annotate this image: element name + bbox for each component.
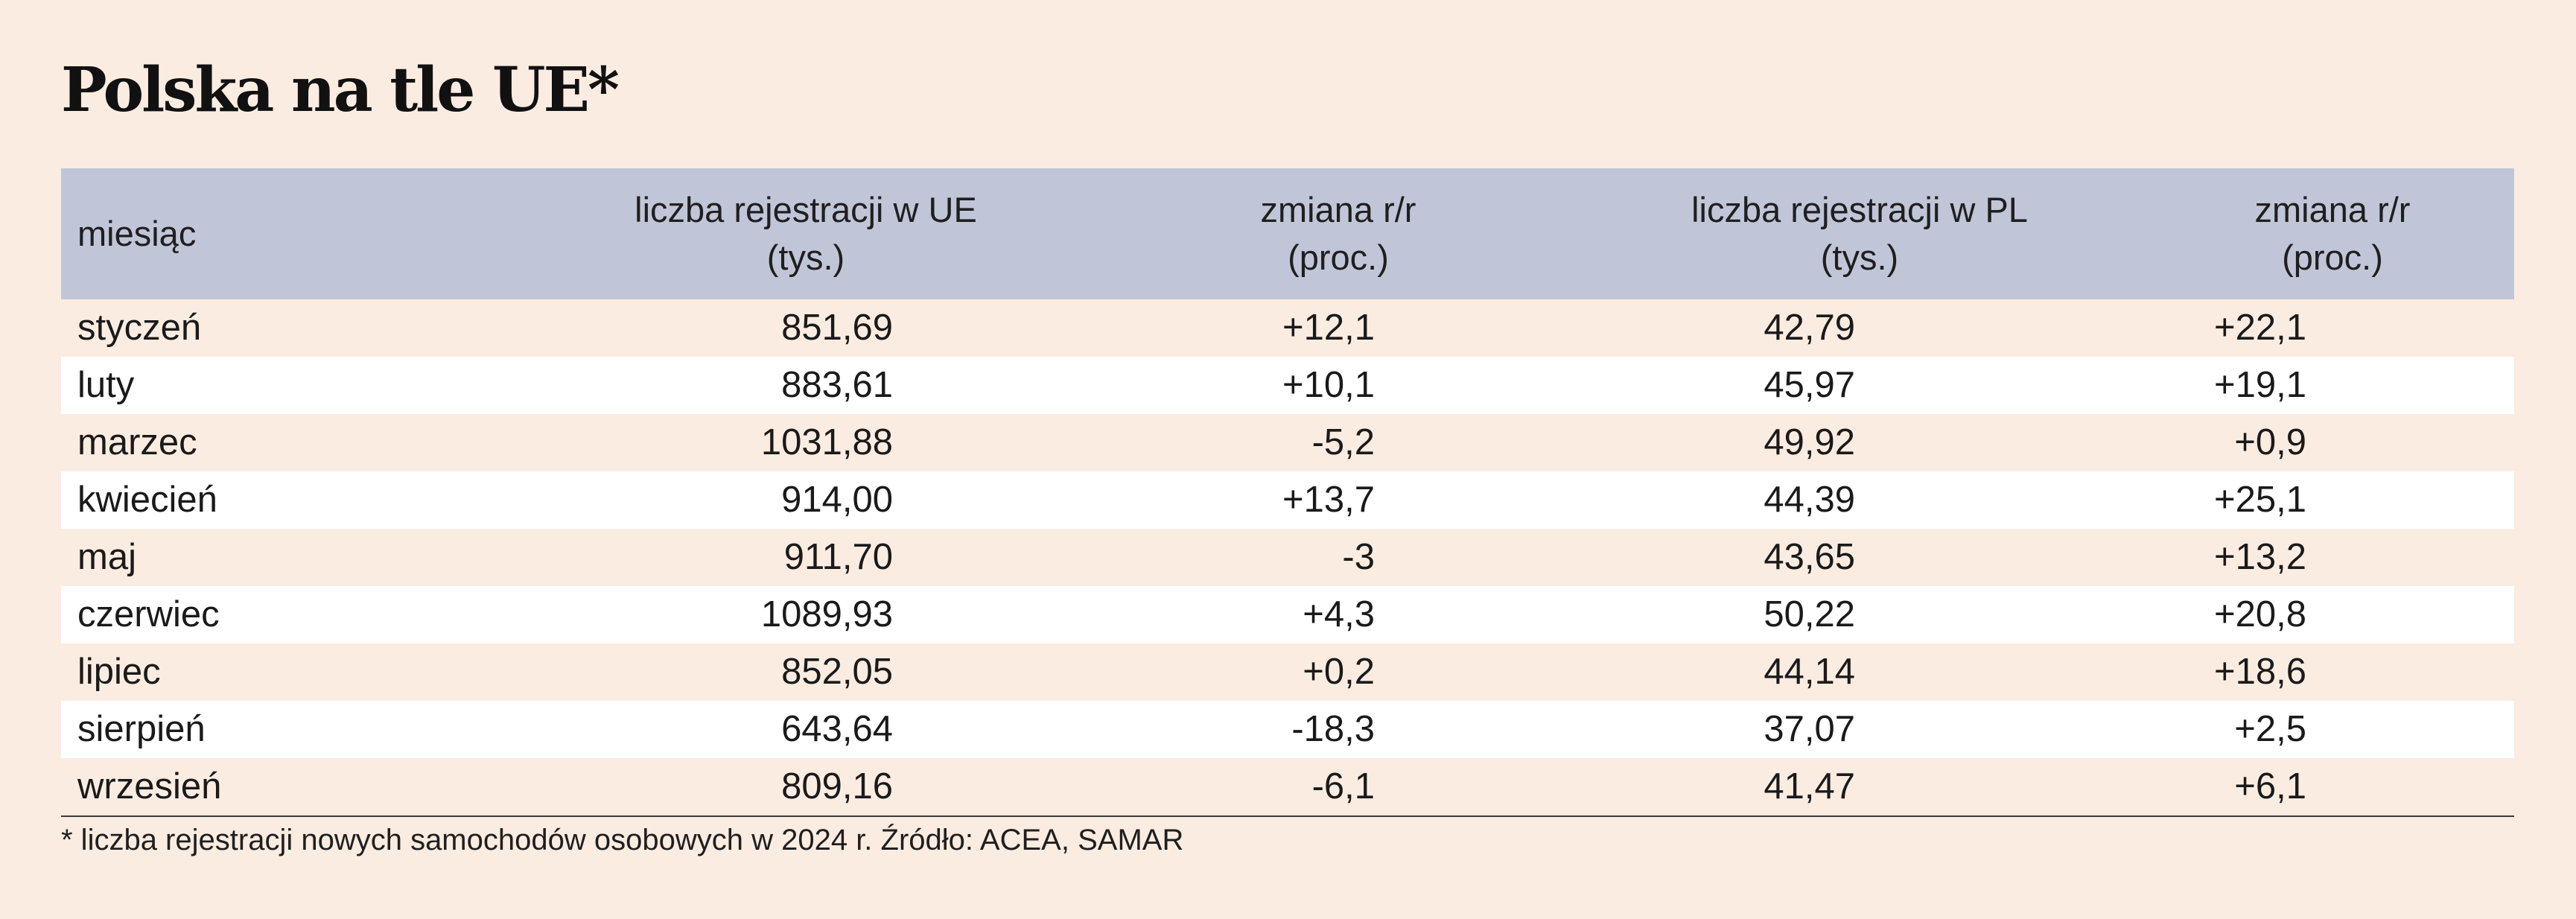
- cell-month: wrzesień: [77, 766, 222, 807]
- cell-eu-registrations: 883,61: [781, 365, 893, 405]
- cell-pl-change: +18,6: [2214, 652, 2306, 692]
- cell-pl-registrations: 45,97: [1764, 365, 1855, 405]
- column-header-line: liczba rejestracji w UE: [635, 190, 977, 229]
- cell-eu-registrations: 911,70: [783, 537, 893, 577]
- table-body: styczeń 851,69 +12,1 42,79 +22,1 luty 883,61 +1…: [61, 299, 2514, 815]
- cell-eu-registrations: 1031,88: [760, 422, 893, 462]
- cell-eu-registrations: 914,00: [781, 480, 893, 520]
- cell-eu-change: +4,3: [1303, 594, 1375, 635]
- table-row: marzec 1031,88 -5,2 49,92 +0,9: [61, 414, 2514, 471]
- table-row: luty 883,61 +10,1 45,97 +19,1: [61, 357, 2514, 414]
- table-row: wrzesień 809,16 -6,1 41,47 +6,1: [61, 758, 2514, 815]
- table-row: lipiec 852,05 +0,2 44,14 +18,6: [61, 643, 2514, 701]
- cell-eu-change: +10,1: [1282, 365, 1375, 405]
- data-table: miesiąc liczba rejestracji w UE (tys.) zmia…: [61, 168, 2514, 817]
- column-header-pl-registrations: liczba rejestracji w PL (tys.): [1487, 168, 2232, 299]
- column-header-eu-registrations: liczba rejestracji w UE (tys.): [508, 168, 1104, 299]
- cell-pl-registrations: 41,47: [1764, 766, 1855, 807]
- cell-eu-change: +13,7: [1282, 480, 1375, 520]
- cell-eu-change: +0,2: [1303, 652, 1375, 692]
- cell-month: luty: [77, 365, 135, 405]
- footnote: * liczba rejestracji nowych samochodów o…: [61, 824, 1184, 856]
- table-header: miesiąc liczba rejestracji w UE (tys.) zmia…: [61, 168, 2514, 299]
- cell-pl-registrations: 42,79: [1764, 308, 1855, 348]
- cell-pl-registrations: 44,39: [1764, 480, 1855, 520]
- cell-month: kwiecień: [77, 480, 217, 520]
- cell-month: maj: [77, 537, 136, 577]
- table-row: sierpień 643,64 -18,3 37,07 +2,5: [61, 701, 2514, 758]
- table-row: styczeń 851,69 +12,1 42,79 +22,1: [61, 299, 2514, 357]
- table-row: maj 911,70 -3 43,65 +13,2: [61, 529, 2514, 586]
- column-header-line: (proc.): [2282, 238, 2383, 277]
- column-header-line: zmiana r/r: [1260, 190, 1416, 229]
- column-header-line: liczba rejestracji w PL: [1691, 190, 2028, 229]
- cell-pl-registrations: 49,92: [1764, 422, 1855, 462]
- cell-pl-change: +25,1: [2214, 480, 2306, 520]
- cell-month: czerwiec: [77, 594, 220, 635]
- cell-eu-change: -5,2: [1311, 422, 1375, 462]
- cell-eu-registrations: 643,64: [781, 709, 893, 749]
- cell-eu-registrations: 1089,93: [760, 594, 893, 635]
- column-header-line: (tys.): [1820, 238, 1899, 277]
- cell-pl-registrations: 37,07: [1764, 709, 1855, 749]
- cell-eu-registrations: 851,69: [781, 308, 893, 348]
- cell-eu-change: -6,1: [1311, 766, 1375, 807]
- cell-eu-registrations: 809,16: [781, 766, 893, 807]
- column-header-month: miesiąc: [77, 168, 375, 299]
- cell-pl-change: +0,9: [2234, 422, 2306, 462]
- cell-pl-registrations: 50,22: [1764, 594, 1855, 635]
- cell-pl-change: +20,8: [2214, 594, 2306, 635]
- cell-month: lipiec: [77, 652, 161, 692]
- cell-eu-change: -3: [1342, 537, 1375, 577]
- cell-pl-registrations: 43,65: [1764, 537, 1855, 577]
- column-header-pl-change: zmiana r/r (proc.): [2109, 168, 2556, 299]
- column-header-eu-change: zmiana r/r (proc.): [1115, 168, 1562, 299]
- cell-eu-registrations: 852,05: [781, 652, 893, 692]
- column-header-line: miesiąc: [77, 214, 197, 253]
- cell-pl-registrations: 44,14: [1764, 652, 1855, 692]
- cell-month: sierpień: [77, 709, 206, 749]
- column-header-line: (tys.): [766, 238, 845, 277]
- cell-eu-change: +12,1: [1282, 308, 1375, 348]
- cell-pl-change: +13,2: [2214, 537, 2306, 577]
- cell-pl-change: +2,5: [2234, 709, 2306, 749]
- column-header-line: zmiana r/r: [2254, 190, 2411, 229]
- cell-month: marzec: [77, 422, 197, 462]
- table-row: kwiecień 914,00 +13,7 44,39 +25,1: [61, 471, 2514, 529]
- cell-pl-change: +22,1: [2214, 308, 2306, 348]
- cell-pl-change: +19,1: [2214, 365, 2306, 405]
- column-header-line: (proc.): [1288, 238, 1389, 277]
- cell-pl-change: +6,1: [2234, 766, 2306, 807]
- chart-title: Polska na tle UE*: [61, 54, 620, 126]
- cell-eu-change: -18,3: [1291, 709, 1375, 749]
- cell-month: styczeń: [77, 308, 202, 348]
- table-row: czerwiec 1089,93 +4,3 50,22 +20,8: [61, 586, 2514, 643]
